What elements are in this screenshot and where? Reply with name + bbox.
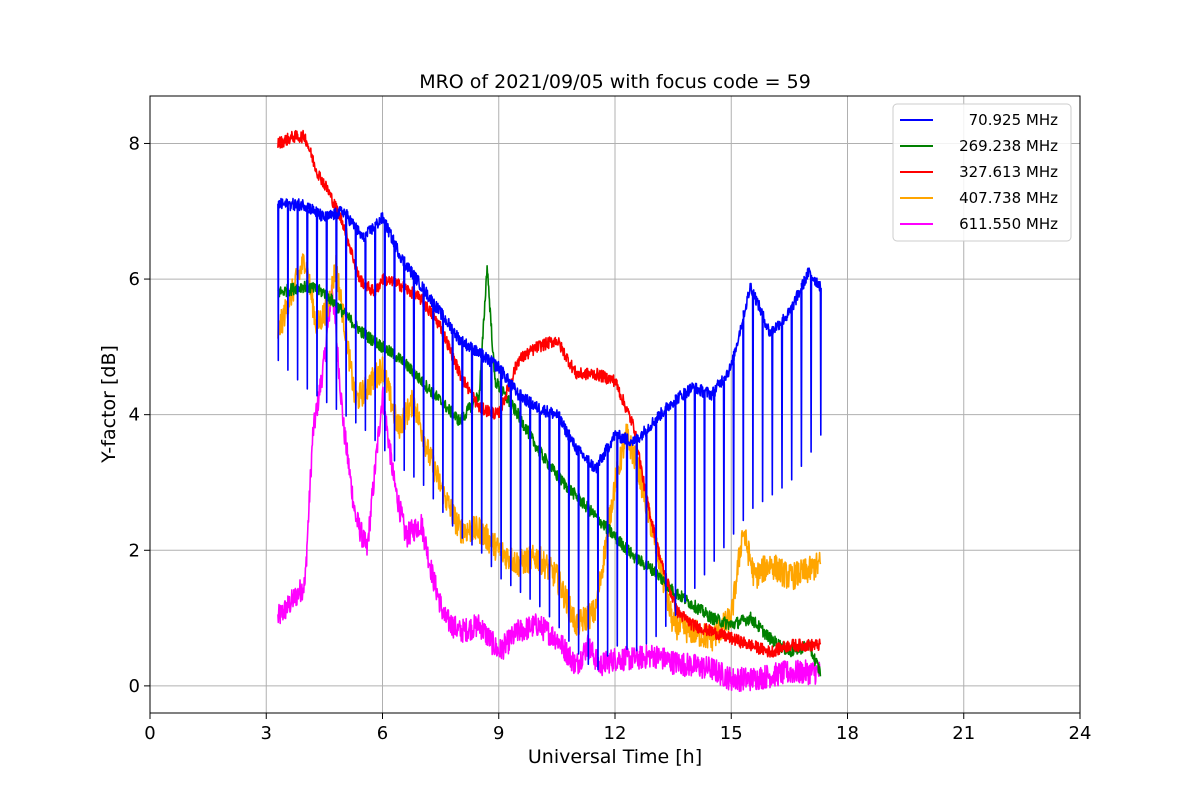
x-tick-label: 21 [952, 723, 975, 744]
legend-label: 269.238 MHz [959, 137, 1058, 155]
legend-label: 611.550 MHz [959, 215, 1058, 233]
series-line-0 [277, 197, 822, 671]
y-tick-label: 0 [129, 676, 140, 697]
x-tick-label: 24 [1069, 723, 1092, 744]
x-tick-label: 15 [720, 723, 743, 744]
y-tick-label: 2 [129, 540, 140, 561]
x-tick-label: 9 [493, 723, 504, 744]
x-tick-label: 12 [604, 723, 627, 744]
series-line-4 [277, 284, 821, 692]
legend-box [892, 103, 1072, 242]
x-tick-label: 6 [377, 723, 388, 744]
y-tick-label: 8 [129, 133, 140, 154]
legend-label: 70.925 MHz [969, 111, 1058, 129]
x-axis-label: Universal Time [h] [528, 746, 702, 768]
x-tick-label: 18 [836, 723, 859, 744]
y-tick-label: 4 [129, 405, 140, 426]
series-line-2 [277, 129, 822, 658]
legend-label: 327.613 MHz [959, 163, 1058, 181]
chart-title: MRO of 2021/09/05 with focus code = 59 [419, 71, 811, 93]
x-tick-label: 0 [144, 723, 155, 744]
legend-label: 407.738 MHz [959, 189, 1058, 207]
series-layer [277, 129, 822, 692]
legend: 70.925 MHz 269.238 MHz 327.613 MHz 407.738 … [892, 103, 1072, 242]
y-tick-label: 6 [129, 269, 140, 290]
y-axis-label: Y-factor [dB] [98, 345, 120, 464]
x-tick-label: 3 [261, 723, 272, 744]
